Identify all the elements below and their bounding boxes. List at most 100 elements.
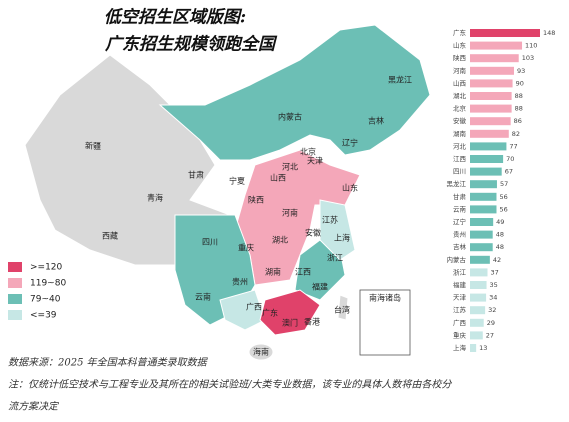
province-label: 陕西 xyxy=(248,195,264,205)
province-label: 安徽 xyxy=(305,228,321,238)
bar-value: 32 xyxy=(488,306,496,314)
bar xyxy=(470,41,523,50)
bar-value: 148 xyxy=(543,29,555,37)
bar-category: 江苏 xyxy=(453,305,467,314)
bar-value: 35 xyxy=(490,281,498,289)
province-label: 西藏 xyxy=(102,231,118,241)
province-label: 河南 xyxy=(282,208,298,218)
province-label: 山东 xyxy=(342,183,358,193)
legend-swatch xyxy=(8,294,22,304)
province-label: 江苏 xyxy=(322,215,338,225)
bar-value: 37 xyxy=(491,268,499,276)
legend-label: 119~80 xyxy=(30,279,66,289)
bar xyxy=(470,79,513,88)
province-label: 黑龙江 xyxy=(388,75,412,85)
map xyxy=(24,24,431,361)
bar-category: 山东 xyxy=(453,41,467,50)
bar-value: 13 xyxy=(479,344,487,352)
bar-category: 四川 xyxy=(453,168,466,176)
province-label: 台湾 xyxy=(334,305,350,315)
province-label: 湖南 xyxy=(265,267,281,277)
bar xyxy=(470,255,490,264)
bar-value: 56 xyxy=(499,205,507,213)
bar-category: 云南 xyxy=(453,204,467,213)
bar xyxy=(470,230,493,239)
legend-label: 79~40 xyxy=(30,295,61,305)
bar-value: 70 xyxy=(506,155,514,163)
bar xyxy=(470,205,497,214)
bar-value: 57 xyxy=(500,180,508,188)
province-label: 海南 xyxy=(253,347,269,357)
province-label: 甘肃 xyxy=(188,170,204,180)
bar xyxy=(470,293,487,302)
bar-category: 吉林 xyxy=(453,242,467,251)
bar-category: 浙江 xyxy=(453,267,467,276)
province-label: 广东 xyxy=(262,308,278,318)
region-coast xyxy=(319,199,356,261)
province-label: 重庆 xyxy=(238,243,254,253)
region-taiwan xyxy=(337,294,349,321)
bar xyxy=(470,155,504,163)
province-label: 南海诸岛 xyxy=(369,293,401,303)
province-label: 新疆 xyxy=(85,141,101,151)
province-label: 四川 xyxy=(202,238,218,247)
bar-category: 湖北 xyxy=(453,91,467,100)
bar-category: 重庆 xyxy=(453,330,467,339)
province-label: 湖北 xyxy=(272,236,288,245)
bar-category: 黑龙江 xyxy=(447,179,467,188)
province-label: 云南 xyxy=(195,292,211,302)
bar-value: 34 xyxy=(489,294,497,302)
bar xyxy=(470,318,484,327)
bar-category: 辽宁 xyxy=(453,217,467,226)
bar-value: 56 xyxy=(499,193,507,201)
note: 流方案决定 xyxy=(8,401,60,413)
bar-category: 上海 xyxy=(453,343,467,352)
province-label: 山西 xyxy=(270,173,286,183)
bar xyxy=(470,66,514,75)
province-label: 青海 xyxy=(147,193,163,203)
province-label: 内蒙古 xyxy=(278,112,302,122)
region-guangdong xyxy=(259,289,321,336)
bar xyxy=(470,192,497,201)
bar-category: 天津 xyxy=(453,294,467,302)
bar xyxy=(470,331,483,340)
title-line: 广东招生规模领跑全国 xyxy=(104,35,278,55)
region-hainan xyxy=(248,343,274,361)
bar-value: 88 xyxy=(515,105,523,113)
region-north xyxy=(158,24,431,161)
bar xyxy=(470,218,494,226)
province-label: 上海 xyxy=(334,233,350,243)
bar xyxy=(470,344,477,352)
bar-value: 42 xyxy=(493,256,501,264)
bar-value: 110 xyxy=(525,42,537,50)
province-label: 广西 xyxy=(246,302,262,312)
bar-value: 103 xyxy=(522,54,534,62)
bar xyxy=(470,167,502,176)
bar-category: 广西 xyxy=(453,318,467,327)
province-label: 宁夏 xyxy=(229,176,245,186)
province-label: 香港 xyxy=(304,317,320,327)
legend-swatch xyxy=(8,278,22,288)
bar-category: 福建 xyxy=(453,280,467,289)
bar-category: 河南 xyxy=(453,66,467,75)
bar xyxy=(470,29,540,37)
bar-category: 北京 xyxy=(453,104,467,113)
bar xyxy=(470,243,493,252)
bar-value: 88 xyxy=(515,92,523,100)
bar-value: 27 xyxy=(486,331,494,339)
bar-value: 93 xyxy=(517,67,525,75)
province-label: 贵州 xyxy=(232,277,248,287)
province-label: 福建 xyxy=(312,282,328,292)
bar-category: 广东 xyxy=(453,28,467,37)
bar xyxy=(470,268,488,277)
bar xyxy=(470,117,511,126)
bar-category: 安徽 xyxy=(453,116,467,125)
note: 数据来源：2025 年全国本科普通类录取数据 xyxy=(8,357,209,369)
bar-category: 湖南 xyxy=(453,129,467,138)
bar-value: 48 xyxy=(496,243,504,251)
bar-category: 山西 xyxy=(453,78,467,87)
bar-category: 内蒙古 xyxy=(447,255,467,264)
bar xyxy=(470,54,519,63)
bar-value: 48 xyxy=(496,231,504,239)
